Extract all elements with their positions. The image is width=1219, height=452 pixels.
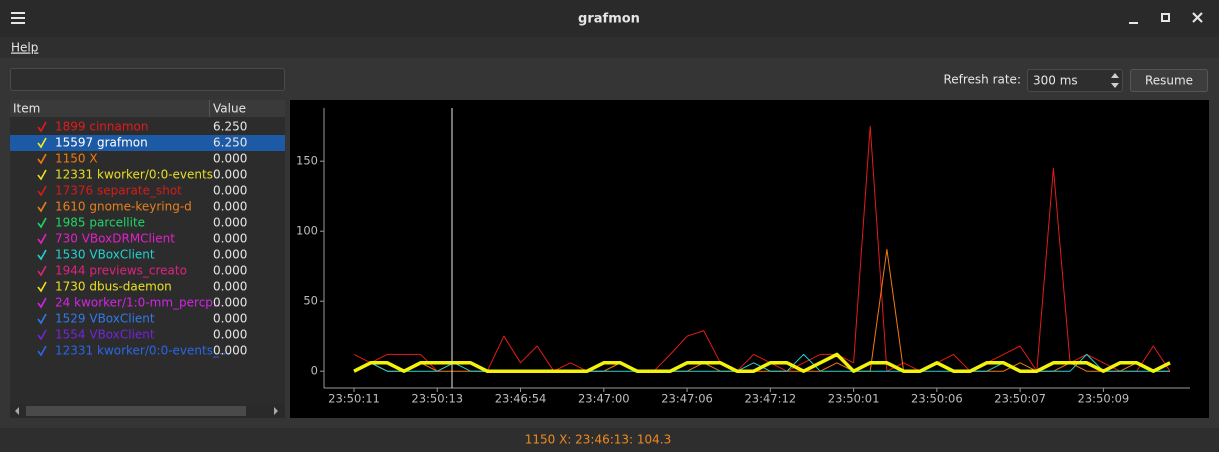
- x-tick-label: 23:50:06: [911, 392, 963, 406]
- y-tick-label: 100: [296, 224, 318, 238]
- check-icon: [37, 329, 47, 341]
- search-box[interactable]: [10, 68, 285, 91]
- check-icon: [37, 169, 47, 181]
- check-icon: [37, 281, 47, 293]
- menu-icon[interactable]: [11, 12, 25, 24]
- item-name: 1529 VBoxClient: [55, 312, 155, 326]
- series-line: [353, 352, 1171, 373]
- item-value: 0.000: [213, 328, 247, 342]
- item-value: 0.000: [213, 200, 247, 214]
- item-name: 12331 kworker/0:0-events: [55, 168, 213, 182]
- item-value: 6.250: [213, 120, 247, 134]
- item-name: 1554 VBoxClient: [55, 328, 155, 342]
- series-line: [353, 125, 1171, 372]
- item-name: 1530 VBoxClient: [55, 248, 155, 262]
- item-name: 12331 kworker/0:0-events_...: [55, 344, 230, 358]
- item-name: 730 VBoxDRMClient: [55, 232, 175, 246]
- item-value: 0.000: [213, 280, 247, 294]
- x-tick-label: 23:47:00: [578, 392, 630, 406]
- maximize-button[interactable]: [1161, 13, 1170, 22]
- window-title: grafmon: [578, 12, 640, 27]
- check-icon: [37, 297, 47, 309]
- item-name: 1985 parcellite: [55, 216, 145, 230]
- menu-bar: [0, 37, 1219, 58]
- item-value: 0.000: [213, 232, 247, 246]
- x-tick-label: 23:50:13: [411, 392, 463, 406]
- check-icon: [37, 185, 47, 197]
- item-value: 6.250: [213, 136, 247, 150]
- status-text: 1150 X: 23:46:13: 104.3: [525, 433, 672, 447]
- item-name: 24 kworker/1:0-mm_percp...: [55, 296, 224, 310]
- y-tick-label: 50: [303, 294, 318, 308]
- check-icon: [37, 153, 47, 165]
- selected-row: [10, 135, 285, 151]
- scroll-thumb[interactable]: [26, 406, 246, 416]
- close-button[interactable]: [1192, 12, 1203, 23]
- item-value: 0.000: [213, 344, 247, 358]
- item-name: 17376 separate_shot: [55, 184, 182, 198]
- item-name: 15597 grafmon: [55, 136, 148, 150]
- x-tick-label: 23:46:54: [495, 392, 547, 406]
- check-icon: [37, 265, 47, 277]
- check-icon: [37, 121, 47, 133]
- y-tick-label: 150: [296, 154, 318, 168]
- y-tick-label: 0: [311, 364, 318, 378]
- resume-button[interactable]: [1130, 69, 1208, 92]
- plot: 0 50 100 150 23:50:11 23:50:13 23:46:54 23:47:0…: [296, 108, 1190, 406]
- table-rows: 1899 cinnamon 6.250 15597 grafmon 6.250 1150…: [10, 120, 285, 358]
- item-value: 0.000: [213, 168, 247, 182]
- check-icon: [37, 249, 47, 261]
- check-icon: [37, 233, 47, 245]
- column-header: Item: [13, 102, 40, 116]
- item-name: 1899 cinnamon: [55, 120, 149, 134]
- item-name: 1610 gnome-keyring-d: [55, 200, 192, 214]
- column-header: Value: [213, 102, 246, 116]
- check-icon: [37, 345, 47, 357]
- item-name: 1944 previews_creato: [55, 264, 187, 278]
- menu-item[interactable]: Help: [11, 41, 38, 55]
- item-value: 0.000: [213, 248, 247, 262]
- refresh-value: 300 ms: [1033, 74, 1078, 88]
- check-icon: [37, 137, 47, 149]
- status-bar: [0, 428, 1219, 452]
- refresh-label: Refresh rate:: [943, 73, 1021, 87]
- title-bar: [0, 0, 1219, 37]
- item-value: 0.000: [213, 216, 247, 230]
- item-value: 0.000: [213, 264, 247, 278]
- resume-label: Resume: [1145, 74, 1193, 88]
- check-icon: [37, 201, 47, 213]
- table-header: [10, 100, 285, 117]
- spin-arrows[interactable]: [1111, 73, 1119, 88]
- x-tick-label: 23:47:06: [661, 392, 713, 406]
- item-name: 1730 dbus-daemon: [55, 280, 172, 294]
- refresh-spinbox[interactable]: [1027, 69, 1123, 92]
- item-value: 0.000: [213, 312, 247, 326]
- item-value: 0.000: [213, 152, 247, 166]
- item-name: 1150 X: [55, 152, 98, 166]
- check-icon: [37, 217, 47, 229]
- x-tick-label: 23:50:07: [994, 392, 1046, 406]
- item-value: 0.000: [213, 184, 247, 198]
- check-icon: [37, 313, 47, 325]
- x-tick-label: 23:50:09: [1078, 392, 1130, 406]
- x-tick-label: 23:50:01: [828, 392, 880, 406]
- x-tick-label: 23:50:11: [328, 392, 380, 406]
- x-tick-label: 23:47:12: [744, 392, 796, 406]
- item-value: 0.000: [213, 296, 247, 310]
- table: [10, 100, 285, 418]
